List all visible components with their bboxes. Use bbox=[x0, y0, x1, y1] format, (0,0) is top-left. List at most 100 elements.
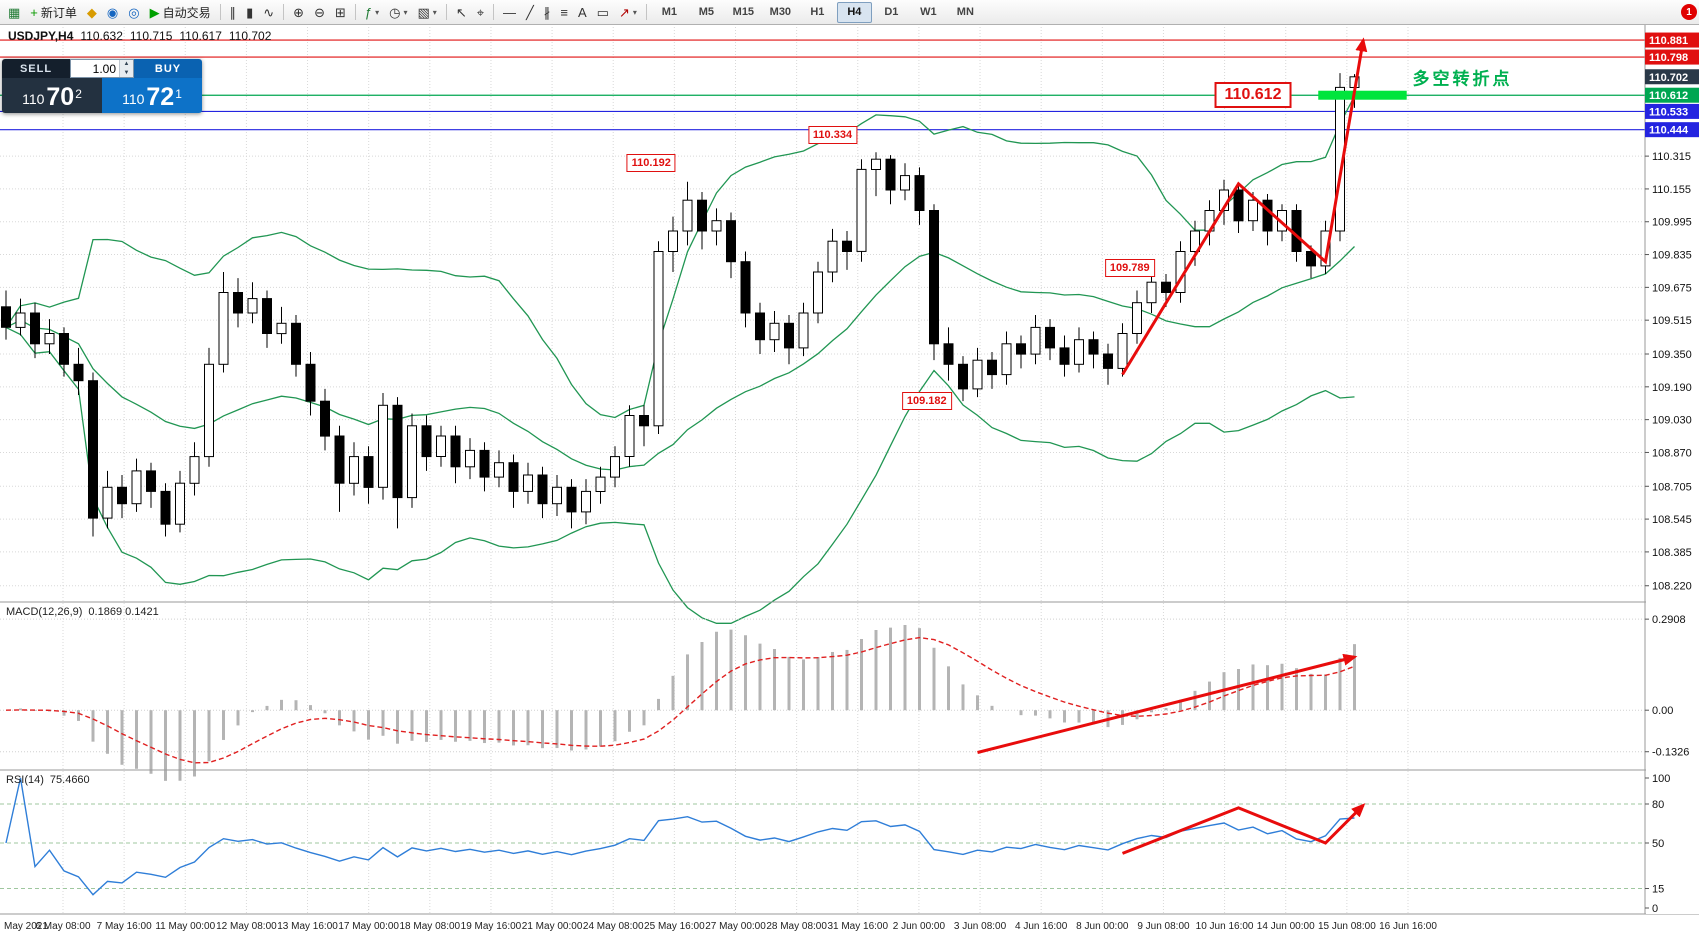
trade-panel-price-row: 110 70 2 110 72 1 bbox=[2, 78, 202, 113]
horizontal-line-button[interactable]: — bbox=[498, 1, 521, 23]
volume-up-icon[interactable]: ▲ bbox=[120, 60, 133, 69]
svg-text:13 May 16:00: 13 May 16:00 bbox=[277, 921, 338, 932]
sell-price-pips: 70 bbox=[46, 83, 75, 111]
horizontal-line-icon: — bbox=[503, 4, 517, 20]
svg-text:16 Jun 16:00: 16 Jun 16:00 bbox=[1379, 921, 1437, 932]
svg-text:110.533: 110.533 bbox=[1649, 106, 1688, 118]
cursor-icon: ↖ bbox=[455, 4, 467, 20]
support-zone-bar bbox=[1318, 90, 1407, 100]
timeframe-h4-button[interactable]: H4 bbox=[836, 1, 872, 23]
auto-trading-label: 自动交易 bbox=[162, 5, 211, 20]
zoom-in-button[interactable]: ⊕ bbox=[288, 1, 309, 23]
timeframe-w1-button[interactable]: W1 bbox=[920, 6, 937, 18]
buy-button[interactable]: BUY bbox=[134, 59, 202, 78]
trendline-icon: ╱ bbox=[526, 4, 534, 20]
svg-text:110.881: 110.881 bbox=[1649, 35, 1688, 47]
trend-arrow[interactable] bbox=[1121, 803, 1366, 855]
navigator-button[interactable]: ◆ bbox=[82, 1, 102, 23]
toolbar-separator bbox=[283, 4, 285, 20]
new-chart-button[interactable]: ▦ bbox=[3, 1, 25, 23]
svg-text:109.835: 109.835 bbox=[1652, 250, 1692, 262]
periods-icon: ◷ bbox=[389, 4, 401, 20]
svg-text:4 Jun 16:00: 4 Jun 16:00 bbox=[1015, 921, 1068, 932]
svg-text:110.315: 110.315 bbox=[1652, 151, 1691, 163]
templates-button[interactable]: ▧ ▾ bbox=[413, 1, 442, 23]
svg-text:14 Jun 00:00: 14 Jun 00:00 bbox=[1257, 921, 1315, 932]
timeframe-m30-button[interactable]: M30 bbox=[769, 6, 792, 18]
volume-steppers: ▲ ▼ bbox=[119, 60, 133, 77]
grid-layer bbox=[0, 24, 1645, 914]
text-button[interactable]: A bbox=[573, 1, 592, 23]
toolbar-separator bbox=[219, 4, 221, 20]
new-chart-icon: ▦ bbox=[8, 4, 21, 20]
fibonacci-retracement-icon: ≡ bbox=[560, 4, 568, 20]
market-watch-button[interactable]: ◉ bbox=[102, 1, 123, 23]
high-value: 110.715 bbox=[129, 29, 173, 43]
buy-price-pips: 72 bbox=[146, 83, 175, 111]
main-toolbar: ▦ + 新订单 ◆ ◉ ◎ ▶ 自动交易 ∥ ▮ ∿ ⊕ ⊖ ⊞ ƒ ▾ ◷ ▾ ▧ ▾ ↖ ⌖ — ╱ ∦ ≡ A ▭ ↗ ▾ M1 M5… bbox=[0, 0, 1699, 25]
svg-text:109.350: 109.350 bbox=[1652, 349, 1692, 361]
text-label-button[interactable]: ▭ bbox=[592, 1, 614, 23]
data-window-button[interactable]: ◎ bbox=[123, 1, 144, 23]
volume-input[interactable]: 1.00 bbox=[92, 61, 116, 76]
macd-values: 0.1869 0.1421 bbox=[88, 606, 159, 618]
buy-price-button[interactable]: 110 72 1 bbox=[102, 78, 202, 113]
arrows-objects-button[interactable]: ↗ ▾ bbox=[614, 1, 642, 23]
tile-windows-button[interactable]: ⊞ bbox=[330, 1, 351, 23]
line-chart-icon: ∿ bbox=[263, 4, 275, 20]
svg-text:18 May 08:00: 18 May 08:00 bbox=[400, 921, 461, 932]
svg-text:110.798: 110.798 bbox=[1649, 52, 1688, 64]
timeframe-mn-button[interactable]: MN bbox=[956, 6, 974, 18]
cursor-button[interactable]: ↖ bbox=[451, 1, 472, 23]
new-order-label: 新订单 bbox=[40, 5, 77, 20]
periods-button[interactable]: ◷ ▾ bbox=[384, 1, 412, 23]
trend-arrow[interactable] bbox=[1121, 37, 1368, 376]
navigator-icon: ◆ bbox=[86, 4, 97, 20]
svg-text:109.675: 109.675 bbox=[1652, 282, 1692, 294]
sell-button[interactable]: SELL bbox=[2, 59, 70, 78]
candlestick-chart-button[interactable]: ▮ bbox=[241, 1, 258, 23]
volume-down-icon[interactable]: ▼ bbox=[120, 68, 133, 77]
crosshair-button[interactable]: ⌖ bbox=[472, 1, 489, 23]
svg-text:12 May 08:00: 12 May 08:00 bbox=[216, 921, 277, 932]
trend-arrow[interactable] bbox=[977, 653, 1358, 754]
auto-trading-button[interactable]: ▶ 自动交易 bbox=[145, 1, 216, 23]
candles-layer bbox=[1, 73, 1360, 537]
one-click-trading-panel: SELL 1.00 ▲ ▼ BUY 110 70 2 110 72 1 bbox=[2, 59, 202, 113]
fibonacci-retracement-button[interactable]: ≡ bbox=[555, 1, 573, 23]
svg-text:28 May 08:00: 28 May 08:00 bbox=[766, 921, 827, 932]
equidistant-channel-button[interactable]: ∦ bbox=[539, 1, 556, 23]
svg-text:25 May 16:00: 25 May 16:00 bbox=[644, 921, 705, 932]
svg-text:109.515: 109.515 bbox=[1652, 315, 1692, 327]
sell-price-button[interactable]: 110 70 2 bbox=[2, 78, 102, 113]
svg-text:27 May 00:00: 27 May 00:00 bbox=[705, 921, 766, 932]
zoom-out-button[interactable]: ⊖ bbox=[309, 1, 330, 23]
bar-chart-button[interactable]: ∥ bbox=[225, 1, 242, 23]
trendline-button[interactable]: ╱ bbox=[521, 1, 539, 23]
svg-text:0.00: 0.00 bbox=[1652, 705, 1673, 717]
line-chart-button[interactable]: ∿ bbox=[258, 1, 279, 23]
svg-text:11 May 00:00: 11 May 00:00 bbox=[155, 921, 215, 932]
toolbar-separator bbox=[354, 4, 356, 20]
auto-trading-icon: ▶ bbox=[149, 4, 160, 20]
low-value: 110.617 bbox=[179, 29, 222, 43]
new-order-button[interactable]: + 新订单 bbox=[25, 1, 82, 23]
timeframe-m1-button[interactable]: M1 bbox=[661, 6, 677, 18]
templates-icon: ▧ bbox=[417, 4, 430, 20]
svg-text:110.702: 110.702 bbox=[1649, 72, 1688, 84]
bar-chart-icon: ∥ bbox=[229, 4, 237, 20]
timeframe-m15-button[interactable]: M15 bbox=[732, 6, 755, 18]
timeframe-m5-button[interactable]: M5 bbox=[698, 6, 714, 18]
dropdown-caret-icon: ▾ bbox=[375, 7, 380, 17]
buy-price-sup: 1 bbox=[175, 87, 182, 101]
new-order-icon: + bbox=[30, 4, 38, 20]
sell-price-int: 110 bbox=[22, 91, 45, 107]
timeframe-d1-button[interactable]: D1 bbox=[884, 6, 899, 18]
svg-text:31 May 16:00: 31 May 16:00 bbox=[827, 921, 888, 932]
market-watch-icon: ◉ bbox=[106, 4, 119, 20]
timeframe-h1-button[interactable]: H1 bbox=[810, 6, 825, 18]
price-axis: 110.315 110.155 109.995 109.835 109.675 109.5… bbox=[1644, 24, 1699, 915]
indicators-button[interactable]: ƒ ▾ bbox=[360, 1, 384, 23]
notification-badge[interactable]: 1 bbox=[1681, 4, 1697, 20]
